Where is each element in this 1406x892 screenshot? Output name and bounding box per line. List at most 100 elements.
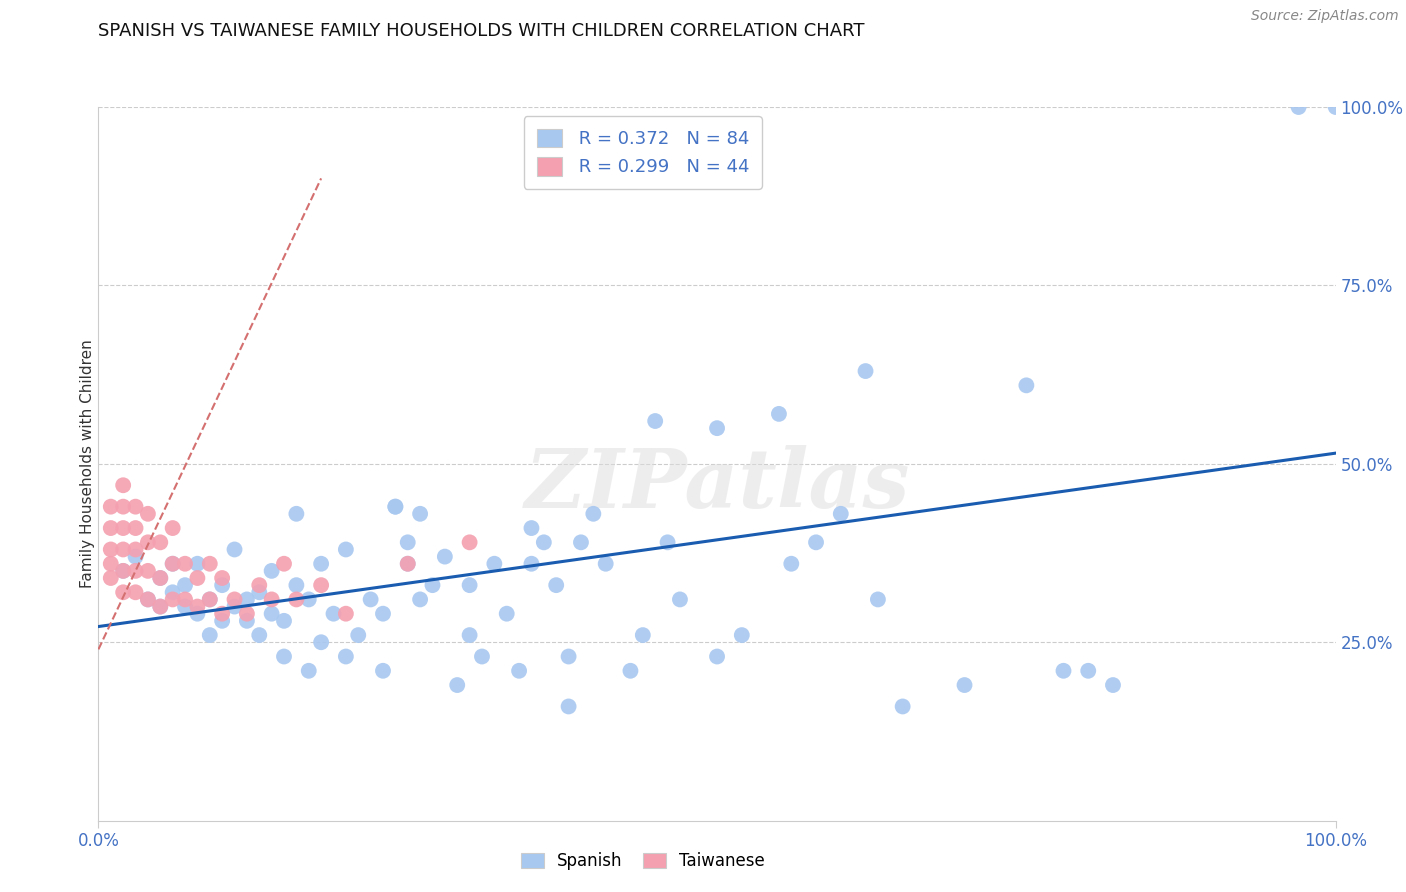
Point <box>830 507 852 521</box>
Point <box>657 535 679 549</box>
Point <box>149 599 172 614</box>
Point <box>162 557 184 571</box>
Point <box>136 564 159 578</box>
Point <box>484 557 506 571</box>
Point <box>396 557 419 571</box>
Point <box>409 592 432 607</box>
Point <box>371 607 394 621</box>
Point <box>409 507 432 521</box>
Point <box>1015 378 1038 392</box>
Point <box>557 699 579 714</box>
Point <box>136 592 159 607</box>
Point <box>458 578 481 592</box>
Point <box>335 649 357 664</box>
Point <box>100 500 122 514</box>
Point <box>124 521 146 535</box>
Point <box>174 592 197 607</box>
Point <box>557 649 579 664</box>
Point <box>112 564 135 578</box>
Text: ZIPatlas: ZIPatlas <box>524 445 910 525</box>
Point <box>1288 100 1310 114</box>
Point <box>112 564 135 578</box>
Point <box>211 571 233 585</box>
Point <box>595 557 617 571</box>
Point <box>384 500 406 514</box>
Point <box>198 628 221 642</box>
Point <box>112 478 135 492</box>
Point <box>247 585 270 599</box>
Point <box>112 542 135 557</box>
Point <box>124 585 146 599</box>
Text: Source: ZipAtlas.com: Source: ZipAtlas.com <box>1251 9 1399 23</box>
Legend: Spanish, Taiwanese: Spanish, Taiwanese <box>513 846 772 877</box>
Point <box>396 557 419 571</box>
Point <box>458 535 481 549</box>
Point <box>149 571 172 585</box>
Point <box>298 664 321 678</box>
Point <box>1052 664 1074 678</box>
Point <box>273 649 295 664</box>
Point <box>136 535 159 549</box>
Point <box>768 407 790 421</box>
Point <box>149 535 172 549</box>
Point <box>186 557 208 571</box>
Point <box>198 592 221 607</box>
Point <box>236 614 259 628</box>
Point <box>309 635 332 649</box>
Point <box>619 664 641 678</box>
Point <box>520 557 543 571</box>
Point <box>285 507 308 521</box>
Point <box>124 549 146 564</box>
Point <box>224 599 246 614</box>
Point <box>162 585 184 599</box>
Point <box>124 500 146 514</box>
Point <box>804 535 827 549</box>
Point <box>706 649 728 664</box>
Point <box>100 571 122 585</box>
Point <box>260 592 283 607</box>
Point <box>309 557 332 571</box>
Point <box>236 592 259 607</box>
Point <box>174 599 197 614</box>
Point <box>112 585 135 599</box>
Point <box>396 535 419 549</box>
Point <box>569 535 592 549</box>
Point <box>669 592 692 607</box>
Point <box>149 571 172 585</box>
Point <box>124 564 146 578</box>
Point <box>953 678 976 692</box>
Point <box>198 592 221 607</box>
Point <box>273 557 295 571</box>
Point <box>520 521 543 535</box>
Point <box>866 592 889 607</box>
Point <box>162 592 184 607</box>
Point <box>162 557 184 571</box>
Point <box>1102 678 1125 692</box>
Point <box>211 614 233 628</box>
Point <box>100 557 122 571</box>
Point <box>855 364 877 378</box>
Point <box>631 628 654 642</box>
Point <box>780 557 803 571</box>
Point <box>533 535 555 549</box>
Point <box>644 414 666 428</box>
Point <box>508 664 530 678</box>
Point <box>335 607 357 621</box>
Point <box>495 607 517 621</box>
Point <box>174 578 197 592</box>
Point <box>136 507 159 521</box>
Point <box>1324 100 1347 114</box>
Point <box>247 578 270 592</box>
Point <box>260 564 283 578</box>
Point <box>1077 664 1099 678</box>
Point <box>433 549 456 564</box>
Point <box>285 592 308 607</box>
Point <box>211 578 233 592</box>
Point <box>706 421 728 435</box>
Point <box>731 628 754 642</box>
Point <box>347 628 370 642</box>
Point <box>162 521 184 535</box>
Point <box>273 614 295 628</box>
Point <box>224 542 246 557</box>
Point <box>446 678 468 692</box>
